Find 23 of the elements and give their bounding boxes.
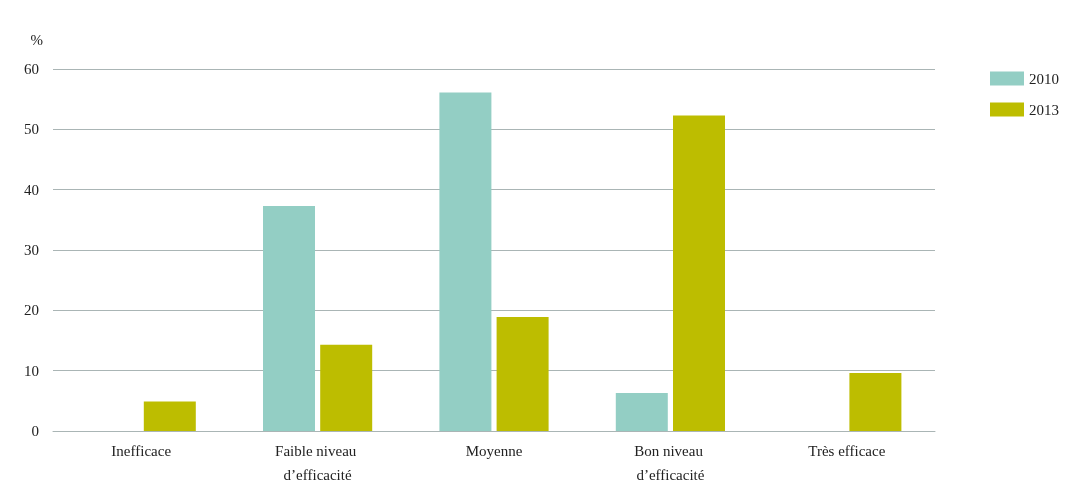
bar: [615, 392, 668, 431]
y-tick-label: 0: [31, 423, 39, 439]
bar: [496, 316, 549, 431]
y-axis-title: %: [30, 31, 43, 48]
x-tick-label: Inefficace: [111, 443, 172, 459]
bar: [439, 92, 492, 431]
y-tick-label: 20: [24, 302, 39, 319]
bar: [320, 344, 373, 431]
y-tick-label: 60: [24, 61, 39, 77]
legend-label: 2010: [1029, 70, 1059, 87]
bar: [143, 401, 196, 431]
y-tick-label: 10: [24, 362, 39, 379]
y-tick-label: 50: [24, 121, 39, 138]
legend-label: 2013: [1029, 101, 1059, 118]
y-tick-label: 40: [24, 181, 39, 198]
y-tick-label: 30: [24, 242, 39, 258]
x-tick-label: Faible niveau d’efficacité: [275, 443, 361, 483]
bar: [673, 115, 725, 431]
bar: [263, 205, 315, 431]
x-tick-label: Moyenne: [465, 443, 523, 459]
x-tick-label: Très efficace: [808, 443, 886, 459]
x-tick-label: Bon niveau d’efficacité: [634, 443, 707, 483]
bar: [849, 373, 902, 431]
